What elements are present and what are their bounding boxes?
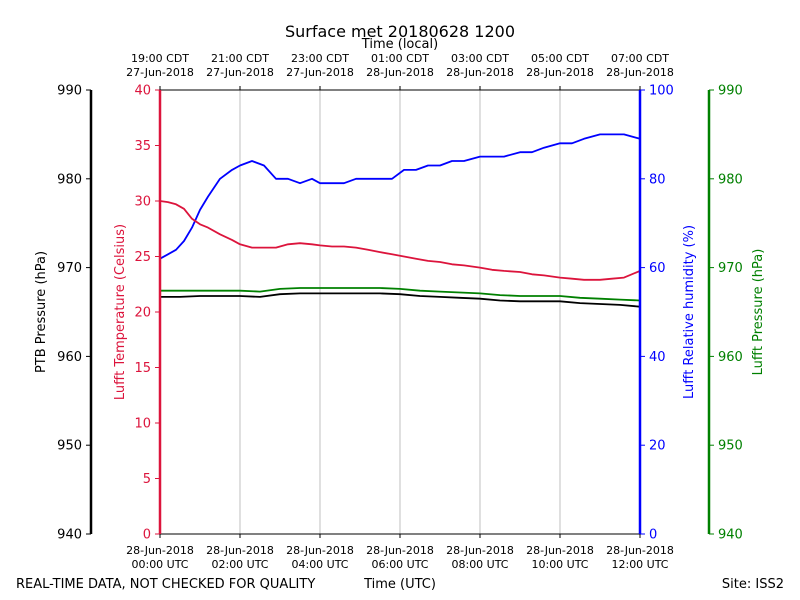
top-tick-local-date: 28-Jun-2018 <box>526 66 594 79</box>
temp-tick-label: 25 <box>134 250 151 265</box>
ptb-tick-label: 960 <box>57 350 82 365</box>
x-axis-label: Time (UTC) <box>363 577 436 592</box>
x-tick-utc-time: 02:00 UTC <box>211 558 268 571</box>
top-tick-local-time: 03:00 CDT <box>451 52 509 65</box>
temp-tick-label: 35 <box>134 139 151 154</box>
ptb-tick-label: 990 <box>57 84 82 99</box>
footer-left: REAL-TIME DATA, NOT CHECKED FOR QUALITY <box>16 577 315 592</box>
top-axis-label: Time (local) <box>361 37 438 52</box>
lufft-pressure-axis-label: Lufft Pressure (hPa) <box>751 249 766 376</box>
series-line-rh <box>159 133 641 260</box>
temp-tick-label: 20 <box>134 306 151 321</box>
series-layer <box>159 133 641 308</box>
x-tick-utc-date: 28-Jun-2018 <box>206 544 274 557</box>
temp-tick-label: 10 <box>134 417 151 432</box>
x-tick-utc-date: 28-Jun-2018 <box>446 544 514 557</box>
series-line-ptb <box>160 292 641 308</box>
top-tick-local-date: 28-Jun-2018 <box>366 66 434 79</box>
grid <box>239 90 561 534</box>
x-tick-utc-date: 28-Jun-2018 <box>606 544 674 557</box>
top-tick-local-date: 28-Jun-2018 <box>446 66 514 79</box>
top-tick-local-time: 23:00 CDT <box>291 52 349 65</box>
rh-tick-label: 20 <box>649 439 666 454</box>
lufft_p-tick-label: 960 <box>718 350 743 365</box>
temp-tick-label: 40 <box>134 84 151 99</box>
footer-right: Site: ISS2 <box>722 577 784 592</box>
temp-tick-label: 30 <box>134 195 151 210</box>
x-tick-utc-time: 08:00 UTC <box>451 558 508 571</box>
humidity-axis-label: Lufft Relative humidity (%) <box>682 225 697 399</box>
ptb-tick-label: 970 <box>57 261 82 276</box>
top-tick-local-date: 27-Jun-2018 <box>286 66 354 79</box>
rh-tick-label: 80 <box>649 172 666 187</box>
chart-title: Surface met 20180628 1200 <box>285 22 515 41</box>
series-line-temp <box>159 200 641 281</box>
x-tick-utc-date: 28-Jun-2018 <box>526 544 594 557</box>
x-tick-utc-date: 28-Jun-2018 <box>366 544 434 557</box>
temp-tick-label: 5 <box>143 472 151 487</box>
lufft_p-tick-label: 980 <box>718 172 743 187</box>
rh-tick-label: 100 <box>649 84 674 99</box>
lufft_p-tick-label: 940 <box>718 528 743 543</box>
top-tick-local-date: 27-Jun-2018 <box>206 66 274 79</box>
top-tick-local-date: 28-Jun-2018 <box>606 66 674 79</box>
x-tick-utc-time: 10:00 UTC <box>531 558 588 571</box>
x-tick-utc-time: 12:00 UTC <box>611 558 668 571</box>
temp-tick-label: 0 <box>143 528 151 543</box>
top-tick-local-time: 01:00 CDT <box>371 52 429 65</box>
top-tick-local-time: 05:00 CDT <box>531 52 589 65</box>
x-tick-utc-date: 28-Jun-2018 <box>286 544 354 557</box>
series-line-lufft_p <box>160 287 641 302</box>
rh-tick-label: 40 <box>649 350 666 365</box>
ptb-tick-label: 980 <box>57 172 82 187</box>
x-tick-utc-time: 00:00 UTC <box>131 558 188 571</box>
rh-tick-label: 60 <box>649 261 666 276</box>
x-tick-utc-time: 06:00 UTC <box>371 558 428 571</box>
rh-tick-label: 0 <box>649 528 657 543</box>
ptb-tick-label: 950 <box>57 439 82 454</box>
top-tick-local-time: 19:00 CDT <box>131 52 189 65</box>
x-tick-utc-date: 28-Jun-2018 <box>126 544 194 557</box>
lufft_p-tick-label: 970 <box>718 261 743 276</box>
top-tick-local-date: 27-Jun-2018 <box>126 66 194 79</box>
temperature-axis-label: Lufft Temperature (Celsius) <box>113 224 128 400</box>
temp-tick-label: 15 <box>134 361 151 376</box>
ptb-tick-label: 940 <box>57 528 82 543</box>
lufft_p-tick-label: 950 <box>718 439 743 454</box>
x-tick-utc-time: 04:00 UTC <box>291 558 348 571</box>
ptb-axis-label: PTB Pressure (hPa) <box>34 251 49 373</box>
top-tick-local-time: 21:00 CDT <box>211 52 269 65</box>
top-tick-local-time: 07:00 CDT <box>611 52 669 65</box>
lufft_p-tick-label: 990 <box>718 84 743 99</box>
